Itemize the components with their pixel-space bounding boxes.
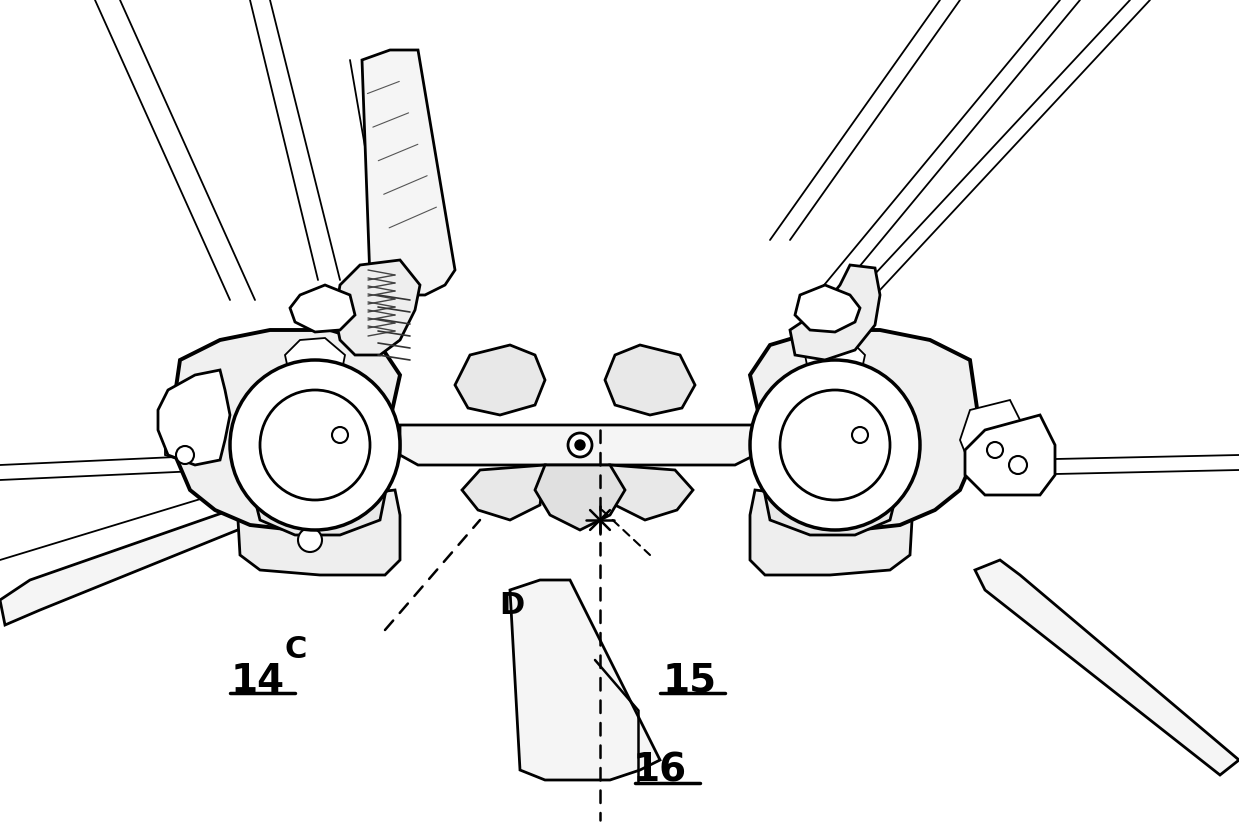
Polygon shape <box>764 480 895 535</box>
Polygon shape <box>335 260 420 355</box>
Polygon shape <box>462 465 545 520</box>
Polygon shape <box>535 465 624 530</box>
Polygon shape <box>610 465 693 520</box>
Circle shape <box>781 390 890 500</box>
Polygon shape <box>750 490 912 575</box>
Text: C: C <box>285 635 307 664</box>
Circle shape <box>575 440 585 450</box>
Text: 16: 16 <box>633 752 688 790</box>
Polygon shape <box>159 370 230 465</box>
Circle shape <box>567 433 592 457</box>
Circle shape <box>260 390 370 500</box>
Text: 15: 15 <box>663 662 717 700</box>
Circle shape <box>299 528 322 552</box>
Circle shape <box>852 427 869 443</box>
Polygon shape <box>805 490 865 525</box>
Polygon shape <box>290 285 356 332</box>
Polygon shape <box>965 415 1054 495</box>
Circle shape <box>750 360 921 530</box>
Circle shape <box>871 491 890 509</box>
Polygon shape <box>238 490 400 575</box>
Polygon shape <box>975 560 1239 775</box>
Polygon shape <box>605 345 695 415</box>
Polygon shape <box>255 480 385 535</box>
Text: 14: 14 <box>230 662 285 700</box>
Polygon shape <box>750 330 978 530</box>
Polygon shape <box>172 330 400 530</box>
Polygon shape <box>285 338 344 380</box>
Text: D: D <box>499 591 524 619</box>
Polygon shape <box>795 285 860 332</box>
Polygon shape <box>285 490 344 525</box>
Circle shape <box>230 360 400 530</box>
Polygon shape <box>790 265 880 360</box>
Polygon shape <box>510 580 660 780</box>
Polygon shape <box>960 400 1025 470</box>
Circle shape <box>332 427 348 443</box>
Polygon shape <box>805 338 865 380</box>
Circle shape <box>1009 456 1027 474</box>
Polygon shape <box>362 50 455 295</box>
Circle shape <box>176 446 195 464</box>
Polygon shape <box>165 435 190 460</box>
Polygon shape <box>455 345 545 415</box>
Circle shape <box>987 442 1004 458</box>
Polygon shape <box>400 425 755 465</box>
Polygon shape <box>0 505 250 625</box>
